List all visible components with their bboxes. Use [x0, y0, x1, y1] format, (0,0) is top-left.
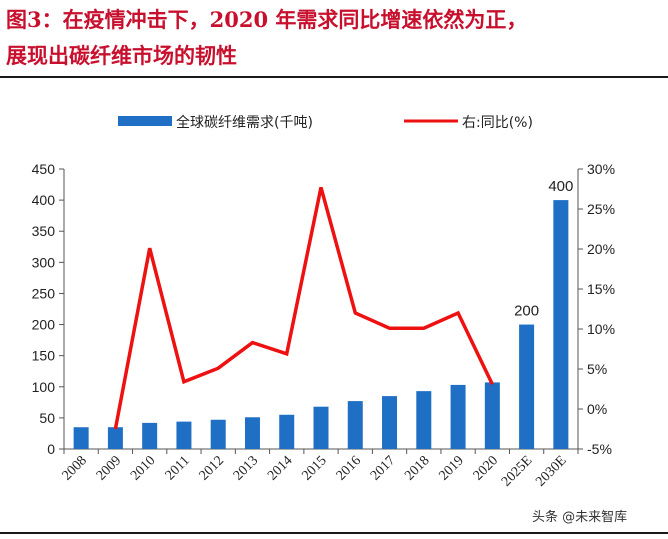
x-axis-tick-label: 2020 — [471, 453, 501, 483]
left-axis-tick-label: 50 — [39, 410, 55, 426]
bar — [313, 406, 329, 449]
bar — [347, 401, 363, 449]
line-series — [113, 186, 494, 430]
title-divider — [0, 76, 668, 78]
bar — [107, 427, 123, 449]
growth-line — [113, 186, 494, 430]
x-axis-tick-label: 2015 — [299, 453, 329, 483]
x-axis-tick-label: 2012 — [197, 453, 227, 483]
x-axis-tick-label: 2014 — [265, 453, 295, 483]
right-axis-tick-label: 15% — [587, 281, 615, 297]
legend-line-label: 右:同比(%) — [462, 115, 533, 131]
left-axis-tick-label: 150 — [32, 348, 56, 364]
bar — [176, 421, 192, 449]
bar — [244, 417, 260, 449]
x-axis-tick-label: 2018 — [402, 453, 432, 483]
bar — [484, 382, 500, 449]
left-axis-tick-label: 250 — [32, 285, 56, 301]
legend-bar-swatch — [118, 116, 172, 126]
bar — [416, 391, 432, 449]
x-axis-tick-label: 2013 — [231, 453, 261, 483]
x-axis-tick-label: 2010 — [128, 453, 158, 483]
left-axis-tick-label: 0 — [47, 441, 55, 457]
right-axis-tick-label: 30% — [587, 161, 615, 177]
figure-title-line1: 图3：在疫情冲击下，2020 年需求同比增速依然为正， — [6, 7, 528, 32]
x-axis-tick-label: 2008 — [60, 453, 90, 483]
watermark: 头条 @未来智库 — [532, 510, 628, 525]
bar — [142, 422, 158, 449]
right-axis-tick-label: 0% — [587, 401, 607, 417]
bar — [519, 324, 535, 449]
legend-bar-label: 全球碳纤维需求(千吨) — [176, 114, 313, 131]
x-axis-tick-label: 2019 — [436, 453, 466, 483]
right-axis-tick-label: -5% — [587, 441, 612, 457]
bar-data-label: 200 — [514, 303, 539, 320]
bar-series — [73, 200, 569, 449]
x-axis-tick-label: 2011 — [163, 453, 193, 483]
left-axis-tick-label: 400 — [32, 192, 56, 208]
x-axis-tick-label: 2016 — [334, 453, 364, 483]
left-axis-tick-label: 350 — [32, 223, 56, 239]
figure-title-line2: 展现出碳纤维市场的韧性 — [6, 43, 237, 68]
bar — [382, 396, 398, 449]
data-labels: 200 400 — [514, 178, 573, 319]
chart-legend: 全球碳纤维需求(千吨) 右:同比(%) — [118, 114, 533, 131]
left-axis-tick-label: 450 — [32, 161, 56, 177]
x-axis-tick-label: 2030E — [533, 453, 569, 489]
bottom-divider — [0, 532, 668, 534]
right-axis-tick-label: 20% — [587, 241, 615, 257]
bar — [553, 200, 569, 449]
left-axis-tick-label: 300 — [32, 254, 56, 270]
right-axis-tick-label: 25% — [587, 201, 615, 217]
bar — [450, 384, 466, 449]
bar — [210, 419, 226, 449]
bar — [279, 414, 295, 449]
right-axis-tick-label: 10% — [587, 321, 615, 337]
bar-data-label: 400 — [548, 178, 573, 195]
left-axis-tick-label: 100 — [32, 379, 56, 395]
right-axis-tick-label: 5% — [587, 361, 607, 377]
x-axis-tick-label: 2017 — [368, 453, 398, 483]
left-axis-tick-label: 200 — [32, 317, 56, 333]
figure-title: 图3：在疫情冲击下，2020 年需求同比增速依然为正， 展现出碳纤维市场的韧性 — [6, 2, 666, 74]
x-axis-tick-label: 2009 — [94, 453, 124, 483]
x-axis-tick-label: 2025E — [499, 453, 535, 489]
bar — [73, 427, 89, 449]
